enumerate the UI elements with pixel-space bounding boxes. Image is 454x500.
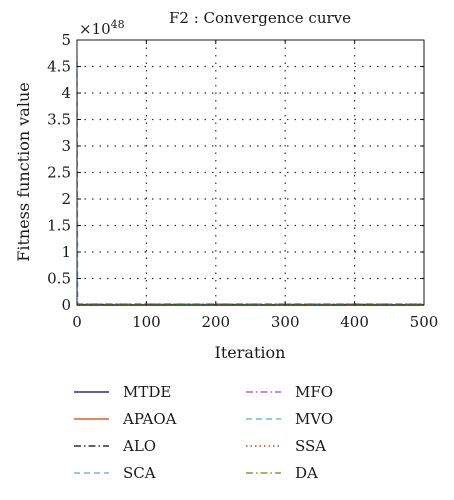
- x-tick-label: 300: [271, 313, 300, 331]
- x-tick-label: 500: [410, 313, 439, 331]
- x-tick-label: 100: [132, 313, 161, 331]
- x-tick-label: 0: [72, 313, 82, 331]
- legend-label-mtde: MTDE: [123, 383, 171, 401]
- legend-label-mvo: MVO: [295, 410, 333, 428]
- x-tick-label: 400: [340, 313, 369, 331]
- legend-label-alo: ALO: [122, 437, 156, 455]
- y-tick-label: 0: [61, 296, 71, 314]
- y-tick-label: 3.5: [47, 111, 71, 129]
- y-tick-label: 1: [61, 243, 71, 261]
- legend-label-mfo: MFO: [295, 383, 333, 401]
- y-tick-label: 2: [61, 190, 71, 208]
- y-tick-label: 4.5: [47, 58, 71, 76]
- series-lines: [76, 61, 424, 306]
- legend-label-apaoa: APAOA: [122, 410, 177, 428]
- legend-label-sca: SCA: [123, 464, 156, 482]
- grid: [77, 40, 424, 305]
- y-multiplier: ×1048: [79, 18, 125, 38]
- x-axis: 0 100 200 300 400 500: [72, 40, 438, 331]
- y-tick-label: 1.5: [47, 217, 71, 235]
- legend-label-ssa: SSA: [295, 437, 326, 455]
- y-exponent: 48: [111, 18, 125, 31]
- chart-title: F2 : Convergence curve: [169, 9, 351, 27]
- y-axis-title: Fitness function value: [14, 82, 33, 261]
- y-tick-label: 2.5: [47, 164, 71, 182]
- legend: MTDE APAOA ALO SCA MFO MVO SSA DA: [74, 383, 333, 482]
- series-line-mvo: [76, 61, 424, 305]
- x-tick-label: 200: [201, 313, 230, 331]
- y-tick-label: 5: [61, 31, 71, 49]
- y-tick-label: 3: [61, 137, 71, 155]
- y-tick-label: 4: [61, 84, 71, 102]
- x-axis-title: Iteration: [215, 343, 286, 362]
- y-tick-label: 0.5: [47, 270, 71, 288]
- y-axis: 0 0.5 1 1.5 2 2.5 3 3.5 4 4.5 5: [47, 31, 424, 314]
- legend-label-da: DA: [295, 464, 318, 482]
